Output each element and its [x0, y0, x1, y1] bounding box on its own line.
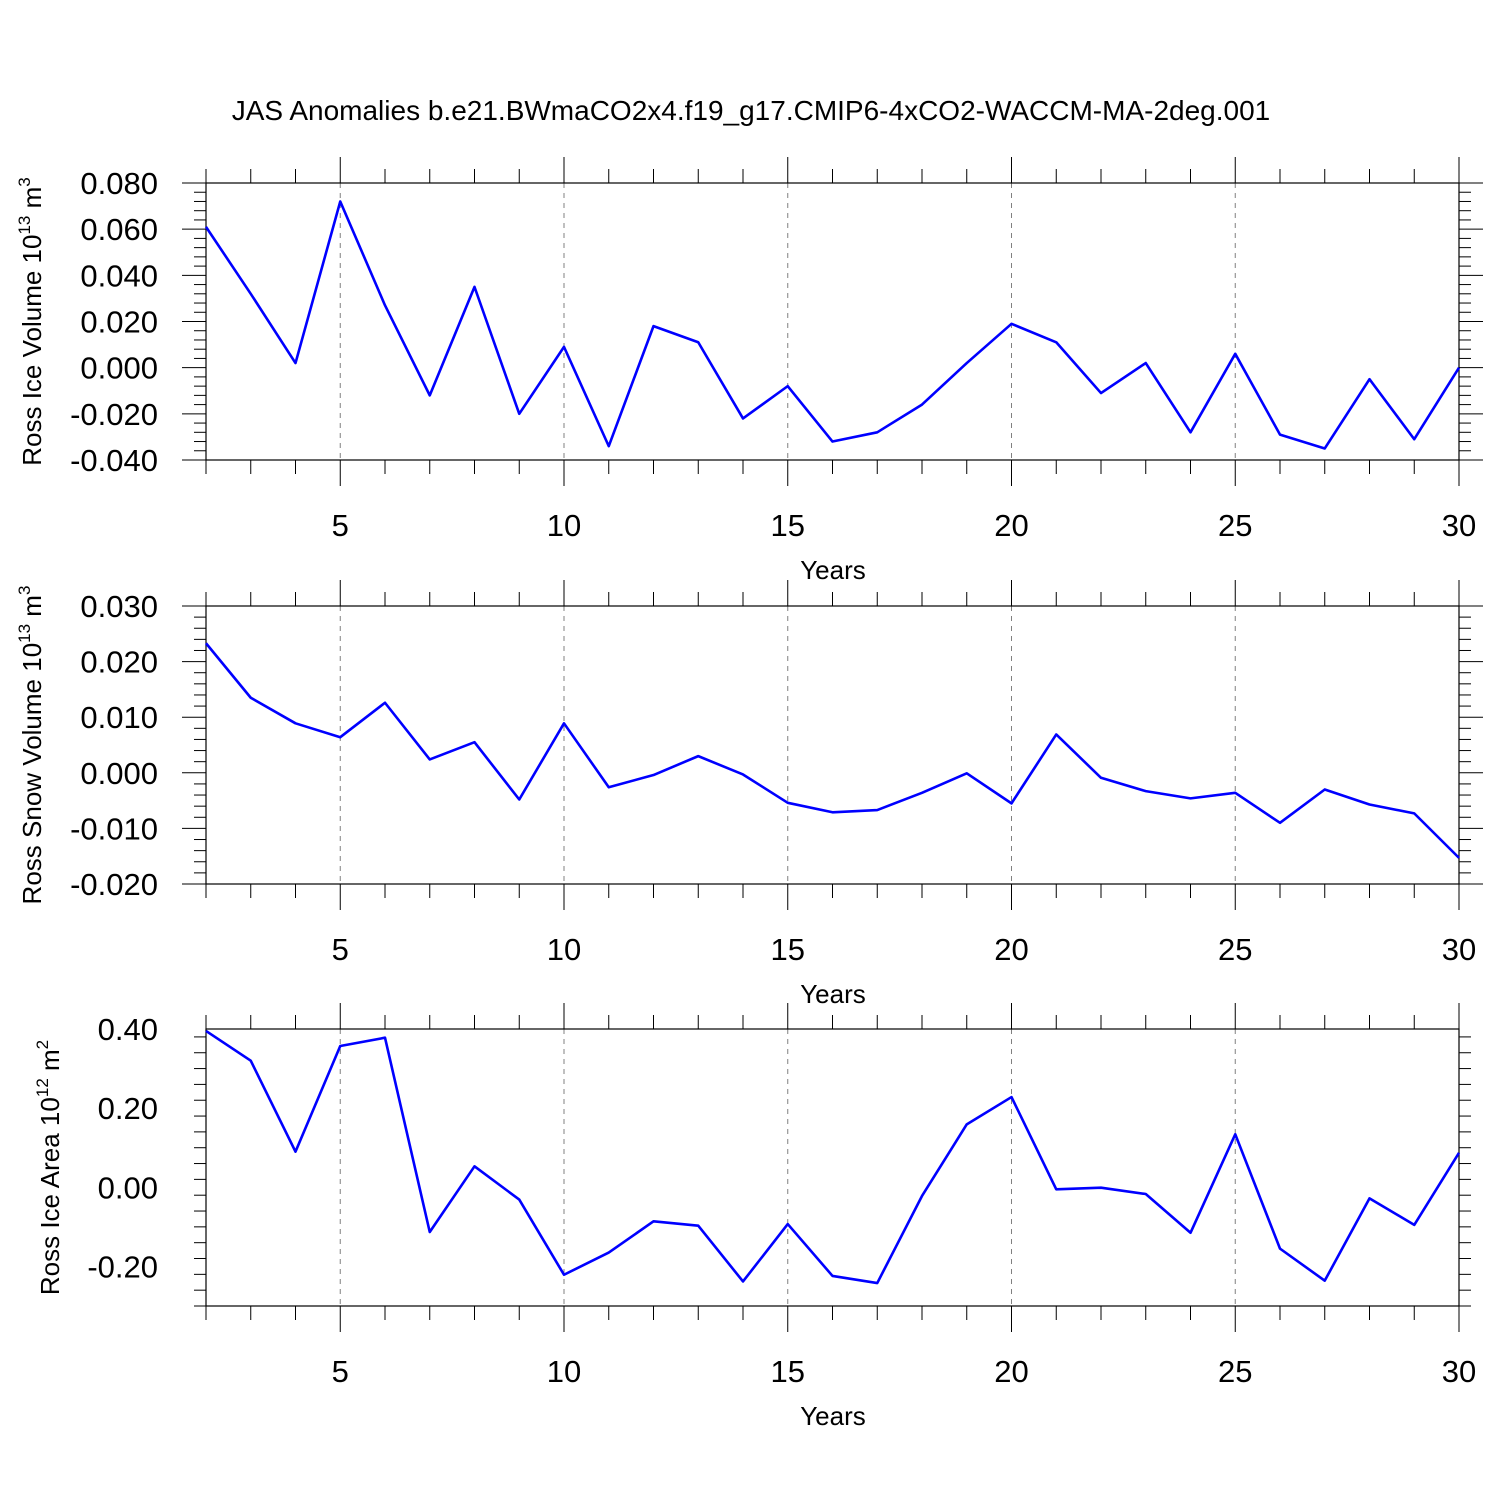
y-tick-label: 0.20 [98, 1091, 158, 1126]
y-axis-label-text: Ross Snow Volume 10 [17, 643, 47, 905]
panel-1: 0.080 0.060 0.040 0.020 0.000 -0.020 -0.040 5 10… [15, 157, 1483, 585]
y-tick-label: -0.20 [87, 1249, 158, 1284]
y-tick-label: 0.010 [80, 700, 158, 735]
x-tick-label: 30 [1442, 1354, 1476, 1389]
y-axis-label: Ross Snow Volume 1013 m3 [15, 586, 47, 905]
y-axis-label: Ross Ice Volume 1013 m3 [15, 177, 47, 466]
y-tick-label: -0.010 [70, 811, 158, 846]
series-line [206, 1031, 1459, 1283]
y-axis-label-exponent: 13 [15, 216, 34, 235]
plot-frame [206, 1029, 1459, 1306]
plot-frame [206, 606, 1459, 884]
series-line [206, 201, 1459, 448]
y-axis-label-unit: m [17, 187, 47, 216]
x-tick-label: 30 [1442, 932, 1476, 967]
y-tick-label: 0.000 [80, 756, 158, 791]
series-line [206, 643, 1459, 858]
panel-3: 0.40 0.20 0.00 -0.20 5 10 15 20 25 30 Years Ross Ic… [33, 1003, 1476, 1431]
y-axis-label-exponent: 13 [15, 624, 34, 643]
x-axis-label: Years [800, 555, 866, 585]
y-axis-label-unit: m [35, 1049, 65, 1078]
x-tick-label: 25 [1218, 1354, 1252, 1389]
y-axis-label-unit-exponent: 3 [15, 177, 34, 186]
y-axis-label-text: Ross Ice Area 10 [35, 1097, 65, 1295]
y-tick-label: -0.020 [70, 867, 158, 902]
y-axis-label-text: Ross Ice Volume 10 [17, 235, 47, 466]
y-tick-label: 0.030 [80, 589, 158, 624]
y-axis-label-unit-exponent: 2 [33, 1040, 52, 1049]
x-tick-label: 25 [1218, 932, 1252, 967]
x-tick-label: 5 [332, 932, 349, 967]
x-axis-label: Years [800, 979, 866, 1009]
y-tick-label: 0.020 [80, 305, 158, 340]
y-tick-label: 0.040 [80, 258, 158, 293]
figure-title: JAS Anomalies b.e21.BWmaCO2x4.f19_g17.CM… [232, 95, 1271, 126]
x-axis-label: Years [800, 1401, 866, 1431]
y-axis-label-unit: m [17, 595, 47, 624]
y-tick-label: 0.080 [80, 166, 158, 201]
y-tick-label: 0.40 [98, 1012, 158, 1047]
y-axis-label-exponent: 12 [33, 1078, 52, 1097]
x-tick-label: 15 [771, 932, 805, 967]
y-axis-label: Ross Ice Area 1012 m2 [33, 1040, 65, 1295]
y-tick-label: 0.00 [98, 1170, 158, 1205]
x-tick-label: 20 [994, 932, 1028, 967]
y-tick-label: -0.040 [70, 443, 158, 478]
y-tick-label: 0.060 [80, 212, 158, 247]
y-tick-label: 0.000 [80, 351, 158, 386]
x-tick-label: 20 [994, 1354, 1028, 1389]
x-tick-label: 25 [1218, 508, 1252, 543]
x-tick-label: 10 [547, 508, 581, 543]
x-tick-label: 15 [771, 508, 805, 543]
x-tick-label: 20 [994, 508, 1028, 543]
panel-2: 0.030 0.020 0.010 0.000 -0.010 -0.020 5 10 15 20 2… [15, 580, 1483, 1009]
x-tick-label: 5 [332, 508, 349, 543]
y-tick-label: -0.020 [70, 397, 158, 432]
x-tick-label: 10 [547, 932, 581, 967]
x-tick-label: 5 [332, 1354, 349, 1389]
x-tick-label: 10 [547, 1354, 581, 1389]
y-tick-label: 0.020 [80, 645, 158, 680]
x-tick-label: 15 [771, 1354, 805, 1389]
x-tick-label: 30 [1442, 508, 1476, 543]
y-axis-label-unit-exponent: 3 [15, 586, 34, 595]
